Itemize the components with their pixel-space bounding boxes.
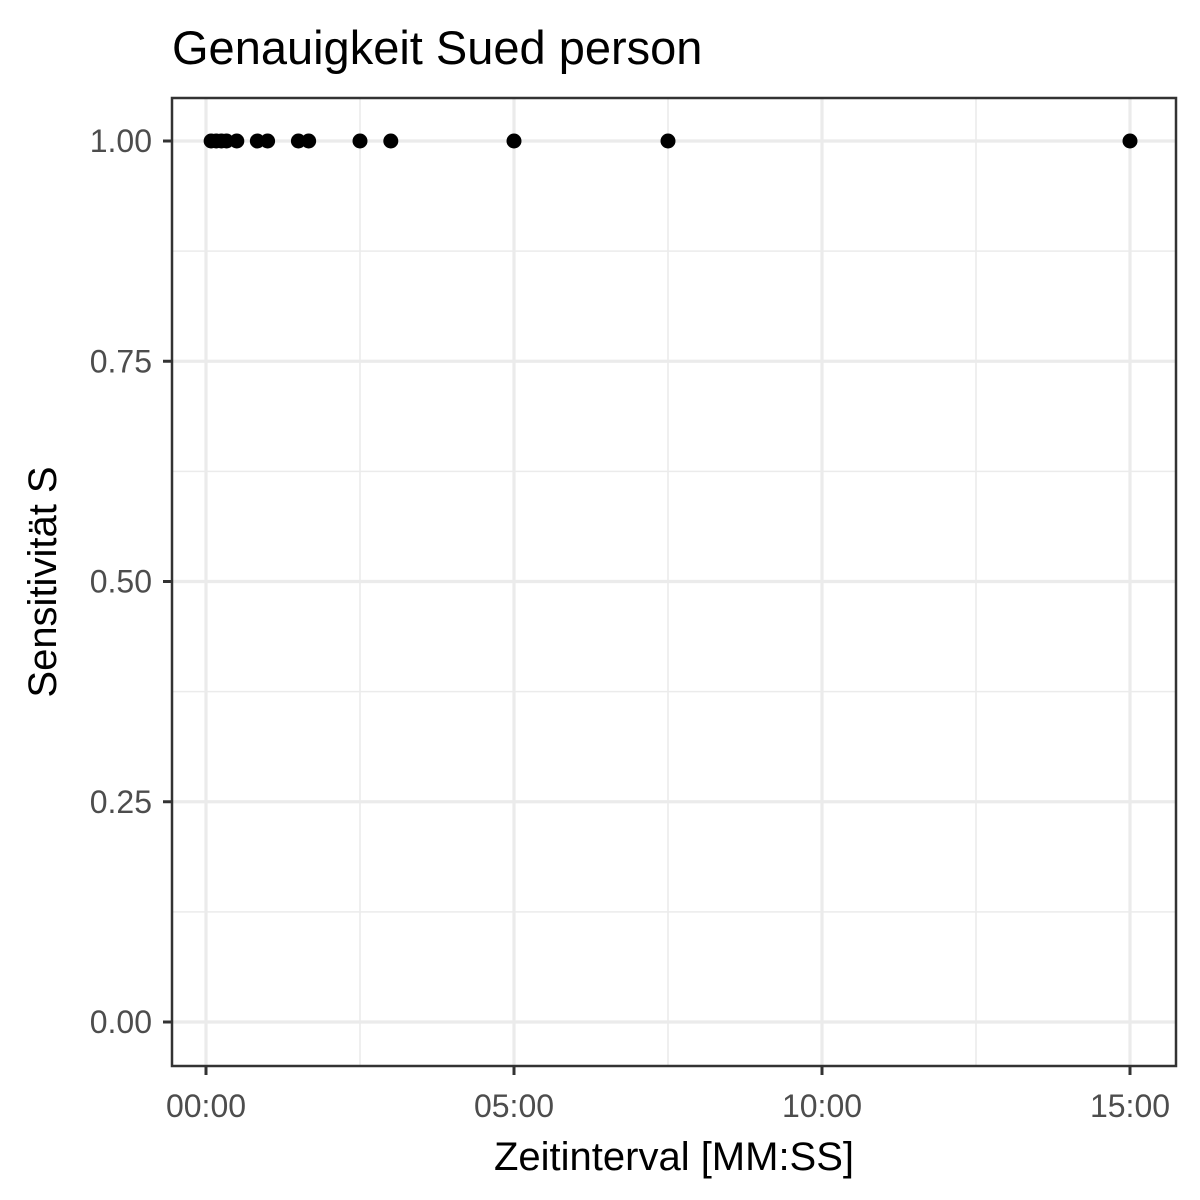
data-point [506,133,522,149]
data-point [219,133,235,149]
x-tick-label: 05:00 [474,1088,554,1124]
data-point [290,133,306,149]
x-axis-title: Zeitinterval [MM:SS] [494,1135,854,1179]
data-point [249,133,265,149]
data-point [301,133,317,149]
y-tick-label: 0.75 [90,343,152,379]
data-points [203,133,1138,149]
data-point [660,133,676,149]
x-tick-label: 15:00 [1090,1088,1170,1124]
y-tick-label: 0.50 [90,564,152,600]
x-tick-label: 10:00 [782,1088,862,1124]
data-point [383,133,399,149]
data-point [229,133,245,149]
data-point [352,133,368,149]
x-tick-label: 00:00 [166,1088,246,1124]
y-tick-label: 0.25 [90,784,152,820]
data-point [1122,133,1138,149]
chart-title: Genauigkeit Sued person [172,21,702,74]
grid-lines [172,98,1176,1066]
data-point [260,133,276,149]
axis-ticks: 00:00 05:00 10:00 15:00 0.00 0.25 0.50 0.75 1.00 [90,123,1170,1124]
y-tick-label: 0.00 [90,1004,152,1040]
y-axis-title: Sensitivität S [21,466,65,697]
y-tick-label: 1.00 [90,123,152,159]
